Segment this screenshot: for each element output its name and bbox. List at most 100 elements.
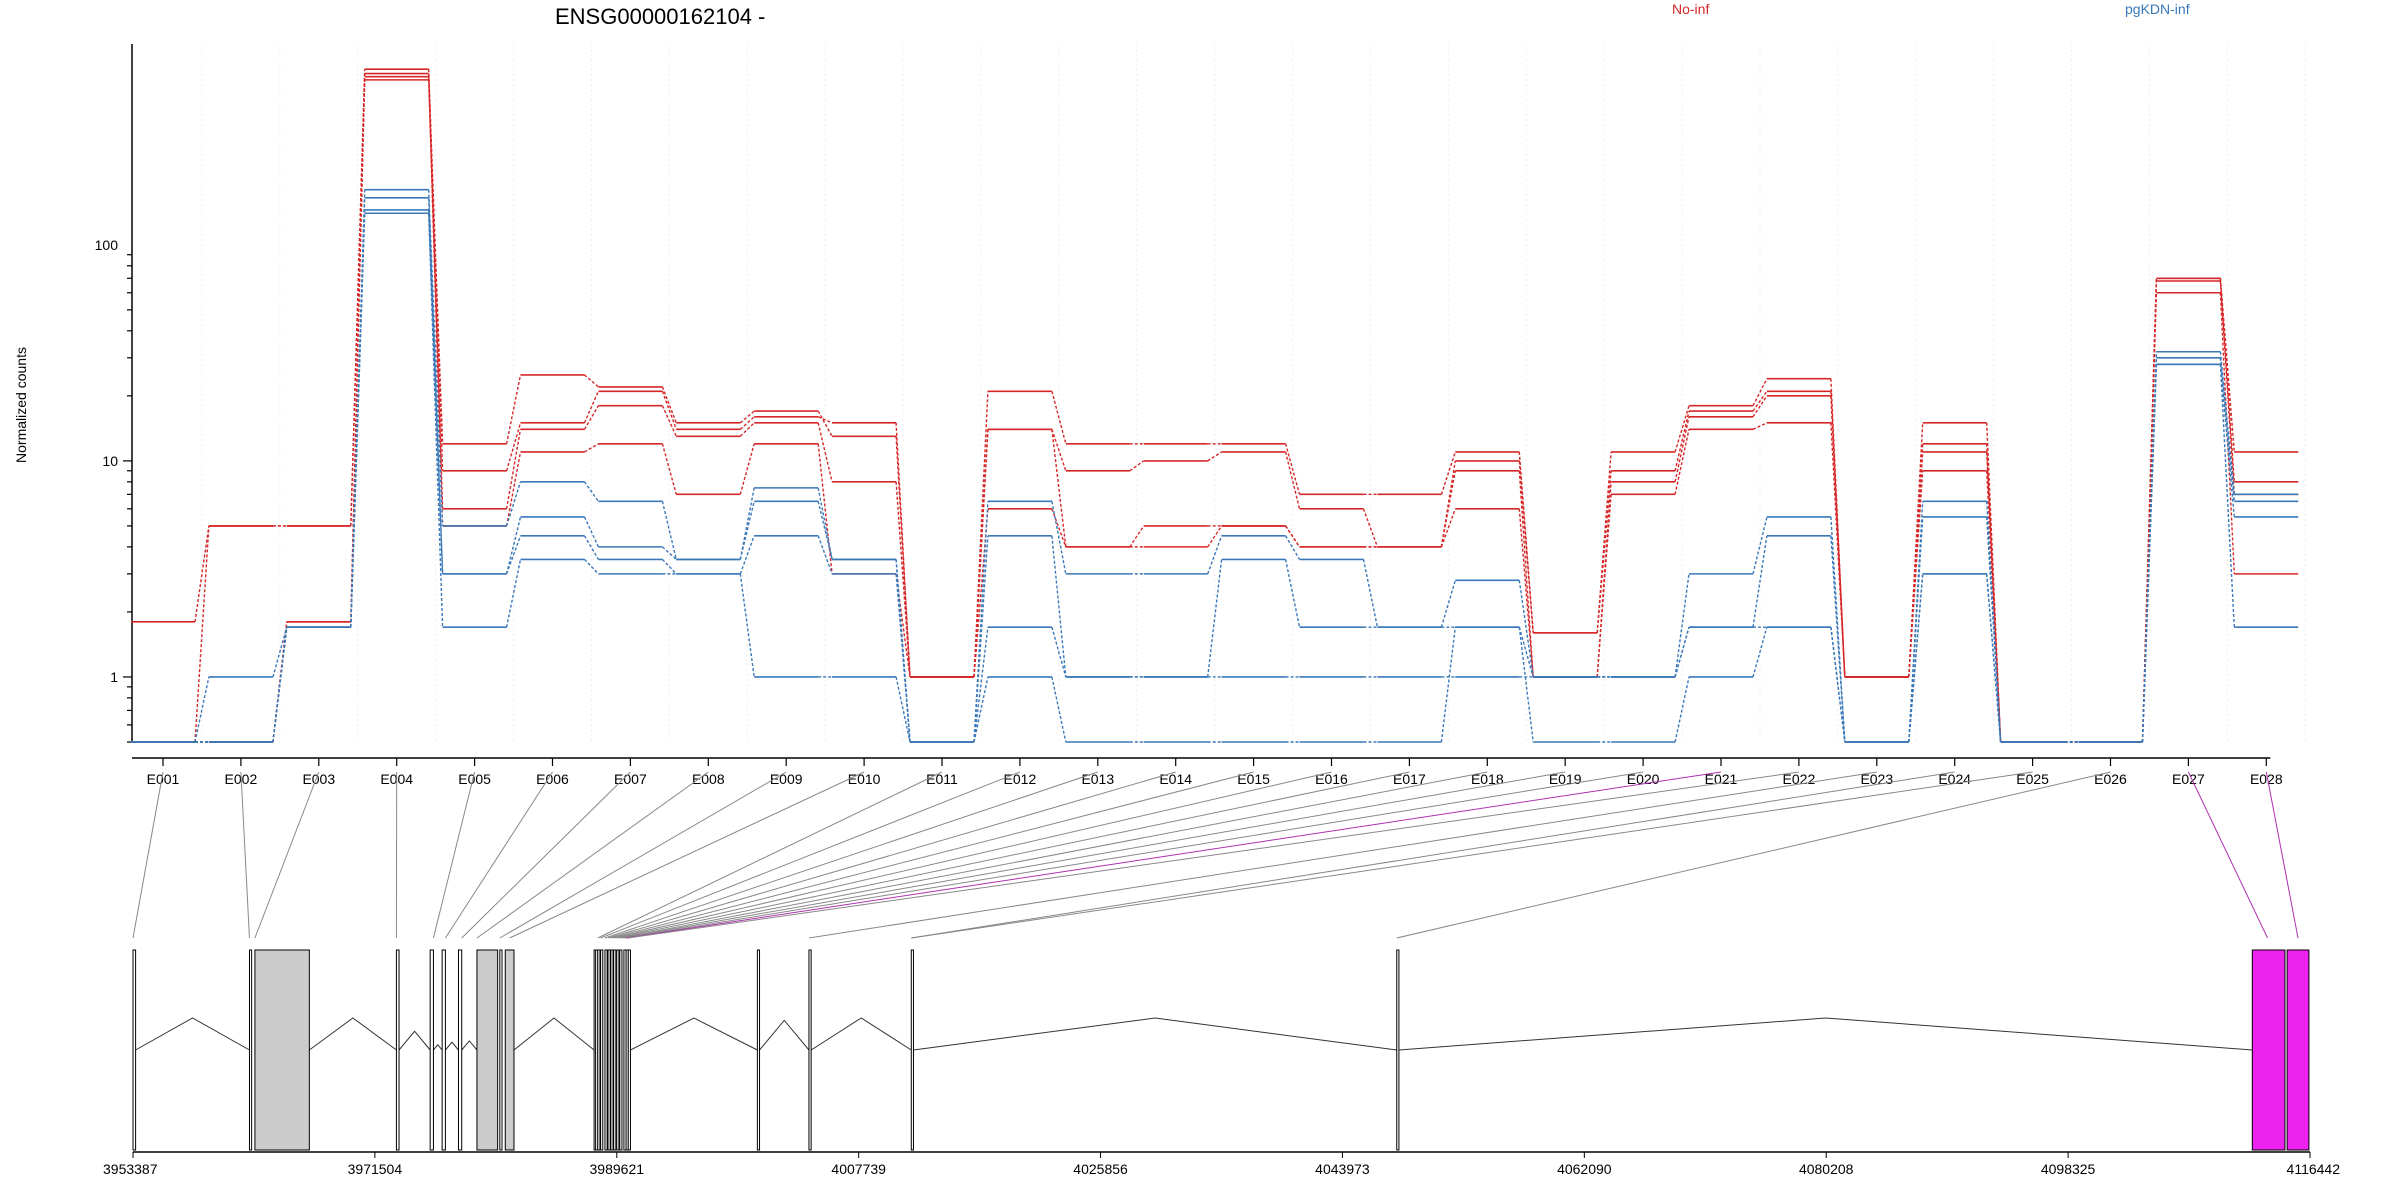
transition-segment: [1051, 535, 1067, 678]
connector-e013: [604, 771, 1098, 939]
transition-segment: [194, 525, 210, 622]
transition-segment: [973, 676, 989, 743]
transition-segment: [2219, 278, 2235, 452]
x-tick-label: E009: [770, 771, 803, 787]
transition-segment: [1674, 676, 1690, 743]
transition-segment: [1440, 470, 1456, 547]
transition-segment: [1284, 535, 1301, 560]
connector-e020: [623, 771, 1644, 939]
transition-segment: [1129, 525, 1145, 548]
transition-segment: [1051, 626, 1067, 678]
transition-segment: [1518, 580, 1534, 678]
transition-segment: [1207, 525, 1223, 548]
transition-segment: [272, 626, 288, 678]
transition-segment: [583, 516, 600, 548]
connector-e008: [476, 771, 709, 939]
exon-box: [600, 949, 604, 1151]
connector-e003: [254, 771, 320, 939]
transition-segment: [1051, 429, 1067, 471]
coordinate-tick-label: 4062090: [1557, 1161, 1612, 1177]
transition-segment: [1986, 573, 2002, 743]
transition-segment: [1051, 676, 1067, 743]
coordinate-tick-label: 4043973: [1315, 1161, 1370, 1177]
x-tick-label: E012: [1004, 771, 1037, 787]
coordinate-tick-label: 4116442: [2287, 1161, 2341, 1177]
exon-box: [476, 949, 499, 1151]
transition-segment: [1284, 443, 1301, 495]
transition-segment: [817, 443, 833, 574]
x-tick-label: E008: [692, 771, 725, 787]
exon-box: [395, 949, 400, 1151]
transition-segment: [1830, 535, 1846, 743]
transition-segment: [1051, 501, 1067, 574]
transition-segment: [584, 374, 599, 388]
transition-segment: [583, 535, 600, 560]
transition-segment: [505, 559, 522, 628]
transition-segment: [739, 443, 755, 495]
transition-segment: [1051, 391, 1067, 444]
exon-box: [808, 949, 812, 1151]
genomic-coordinate-axis: 3953387 3971504 3989621 4007739 4025856 40439…: [103, 1151, 2341, 1177]
transition-segment: [350, 79, 366, 622]
exon-box: [2251, 949, 2286, 1151]
transition-segment: [1596, 494, 1612, 678]
transition-segment: [1674, 429, 1690, 495]
transition-segment: [1752, 390, 1768, 412]
y-tick-label: 100: [95, 237, 119, 253]
transition-segment: [2219, 364, 2235, 518]
x-tick-label: E018: [1471, 771, 1504, 787]
transition-segment: [505, 535, 522, 575]
transition-segment: [583, 481, 599, 502]
connector-e012: [600, 771, 1021, 939]
x-tick-label: E010: [848, 771, 881, 787]
transition-segment: [505, 481, 522, 527]
connector-e014: [607, 771, 1176, 939]
transition-segment: [1908, 470, 1924, 678]
intron-line: [445, 1041, 459, 1051]
series-pgkdn-inf-8: [131, 212, 2299, 743]
transition-segment: [661, 391, 677, 430]
x-tick-label: E028: [2250, 771, 2283, 787]
transition-segment: [584, 443, 599, 453]
exon-connector-lines: [132, 771, 2299, 939]
transition-segment: [1518, 627, 1534, 743]
transition-segment: [2219, 364, 2235, 628]
connector-e022: [628, 771, 1799, 939]
intron-line: [913, 1017, 1397, 1051]
transition-segment: [194, 525, 210, 743]
legend-pgkdn-inf: pgKDN-inf: [2125, 1, 2190, 17]
transition-segment: [1518, 626, 1534, 678]
transition-segment: [1440, 508, 1456, 548]
transition-segment: [583, 405, 600, 430]
transition-segment: [1830, 627, 1846, 743]
transition-segment: [661, 443, 677, 495]
connector-e016: [613, 771, 1332, 939]
transition-segment: [895, 573, 911, 743]
exon-box: [910, 949, 914, 1151]
y-axis: 1 10 100: [95, 44, 133, 743]
coordinate-tick-label: 3989621: [590, 1161, 645, 1177]
connector-e023: [808, 771, 1877, 939]
intron-line: [461, 1040, 478, 1051]
transition-segment: [1440, 451, 1456, 495]
transition-segment: [1752, 626, 1768, 678]
transition-segment: [1830, 395, 1846, 677]
gene-model: [132, 949, 2310, 1151]
transition-segment: [895, 422, 911, 677]
connector-e011: [597, 771, 943, 939]
x-tick-label: E001: [147, 771, 180, 787]
transition-segment: [1674, 416, 1690, 482]
x-tick-label: E026: [2094, 771, 2127, 787]
transition-segment: [661, 558, 677, 575]
y-tick-label: 10: [102, 453, 118, 469]
x-tick-label: E007: [614, 771, 647, 787]
transition-segment: [194, 676, 210, 743]
legend-no-inf: No-inf: [1672, 1, 1709, 17]
transition-segment: [895, 676, 911, 743]
transition-segment: [1440, 627, 1456, 743]
x-tick-label: E016: [1315, 771, 1348, 787]
x-tick-label: E014: [1159, 771, 1192, 787]
transition-segment: [1752, 535, 1768, 628]
transition-segment: [1284, 559, 1301, 628]
transition-segment: [1752, 395, 1768, 418]
